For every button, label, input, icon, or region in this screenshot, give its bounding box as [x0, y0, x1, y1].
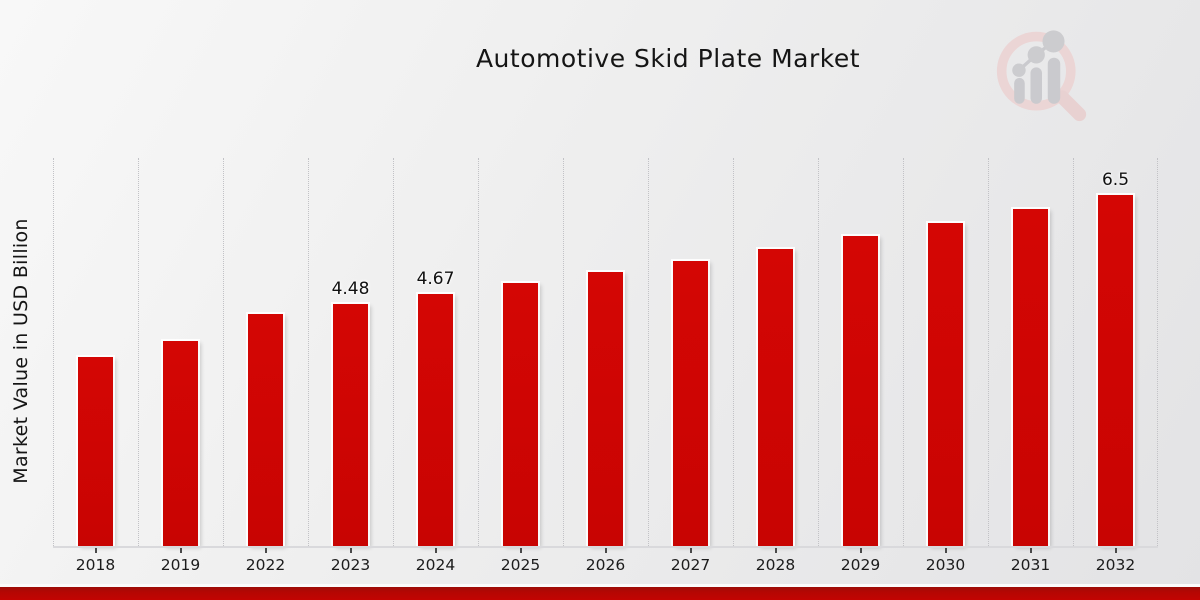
vertical-gridline [647, 158, 649, 546]
x-tick-2019 [179, 548, 182, 553]
x-tick-2026 [604, 548, 607, 553]
x-tick-2027 [689, 548, 692, 553]
x-tick-2018 [94, 548, 97, 553]
vertical-gridline [817, 158, 819, 546]
vertical-gridline [903, 158, 904, 546]
x-tick-2028 [774, 548, 777, 553]
x-tick-2023 [349, 548, 352, 553]
bottom-accent-strip [0, 587, 1200, 600]
bar-2019 [163, 340, 198, 546]
bar-slot-2025 [478, 158, 563, 546]
x-tick-label-2031: 2031 [1010, 556, 1051, 574]
bar-slot-2022 [223, 158, 308, 546]
bar-slot-2019 [138, 158, 223, 546]
bar-slot-2026 [563, 158, 648, 546]
vertical-gridline [563, 158, 564, 546]
bar-2022 [248, 313, 283, 546]
x-tick-label-2019: 2019 [160, 556, 201, 574]
x-tick-label-2032: 2032 [1095, 556, 1136, 574]
vertical-gridline [308, 158, 309, 546]
x-tick-label-2025: 2025 [500, 556, 541, 574]
bar-slot-2023: 4.48 [308, 158, 393, 546]
vertical-gridline [1073, 158, 1074, 546]
x-tick-2029 [859, 548, 862, 553]
vertical-gridline [988, 158, 989, 546]
bar-2028 [758, 248, 793, 546]
bar-2027 [673, 260, 708, 546]
bar-2024 [418, 294, 453, 546]
bar-slot-2029 [818, 158, 903, 546]
x-tick-label-2023: 2023 [330, 556, 371, 574]
x-tick-label-2022: 2022 [245, 556, 286, 574]
x-tick-2024 [434, 548, 437, 553]
vertical-gridline [732, 158, 734, 546]
bar-slot-2032: 6.5 [1073, 158, 1158, 546]
x-tick-2032 [1114, 548, 1117, 553]
bar-value-label-2023: 4.48 [331, 279, 370, 300]
x-tick-label-2027: 2027 [670, 556, 711, 574]
bar-slot-2028 [733, 158, 818, 546]
bar-slot-2031 [988, 158, 1073, 546]
vertical-gridline [53, 158, 54, 546]
x-tick-2030 [944, 548, 947, 553]
bar-2030 [928, 222, 963, 546]
bar-2031 [1013, 208, 1048, 546]
y-axis-title: Market Value in USD Billion [10, 218, 32, 484]
vertical-gridline [478, 158, 479, 546]
x-tick-2022 [264, 548, 267, 553]
x-tick-label-2024: 2024 [415, 556, 456, 574]
vertical-gridline [392, 158, 394, 546]
x-tick-2031 [1029, 548, 1032, 553]
bar-slot-2027 [648, 158, 733, 546]
plot-area: 4.48 4.67 6.5 [53, 158, 1158, 546]
x-tick-label-2026: 2026 [585, 556, 626, 574]
vertical-gridline [137, 158, 139, 546]
bar-2032 [1098, 195, 1133, 546]
market-research-magnifier-logo-icon [996, 30, 1087, 122]
bar-2023 [333, 304, 368, 546]
bottom-divider [0, 584, 1200, 587]
bar-value-label-2032: 6.5 [1101, 170, 1130, 191]
x-tick-2025 [519, 548, 522, 553]
x-tick-label-2029: 2029 [840, 556, 881, 574]
bar-slot-2030 [903, 158, 988, 546]
x-tick-label-2018: 2018 [75, 556, 116, 574]
bar-2026 [588, 272, 623, 546]
bar-slot-2024: 4.67 [393, 158, 478, 546]
vertical-gridline [1157, 158, 1158, 546]
bar-slot-2018 [53, 158, 138, 546]
bar-2029 [843, 235, 878, 546]
x-tick-label-2030: 2030 [925, 556, 966, 574]
bar-2018 [78, 357, 113, 546]
chart-title: Automotive Skid Plate Market [475, 44, 861, 73]
vertical-gridline [222, 158, 224, 546]
x-tick-label-2028: 2028 [755, 556, 796, 574]
x-axis: 2018 2019 2022 2023 2024 2025 2026 2027 2028 2029… [53, 546, 1158, 580]
bar-2025 [503, 283, 538, 546]
bar-value-label-2024: 4.67 [416, 269, 455, 289]
